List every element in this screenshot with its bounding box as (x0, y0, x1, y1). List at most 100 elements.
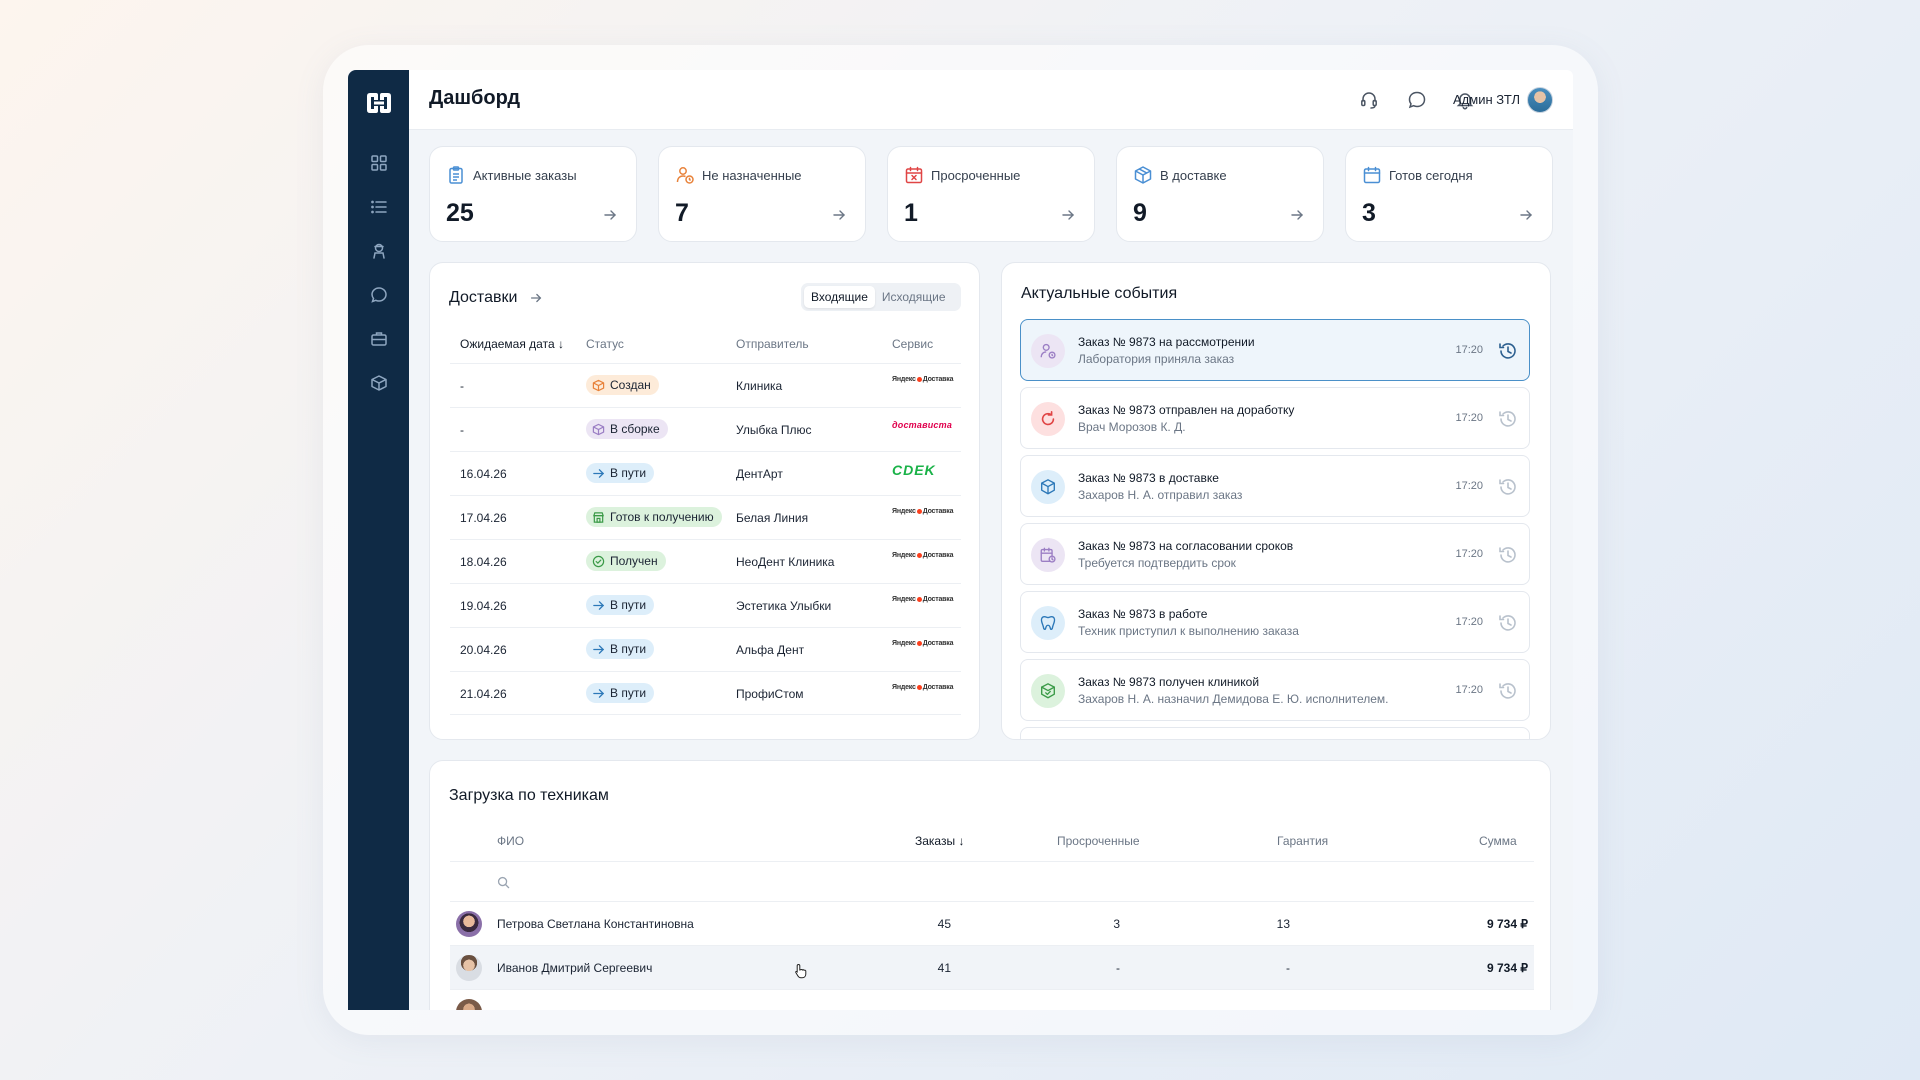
sidebar-item-deliveries[interactable] (368, 372, 390, 394)
table-row[interactable]: 18.04.26 Получен НеоДент Клиника Яндекс Д… (450, 539, 961, 583)
status-badge: В пути (586, 463, 655, 483)
status-badge: Создан (586, 375, 659, 395)
table-row[interactable]: 17.04.26 Готов к получению Белая Линия Я… (450, 495, 961, 539)
event-item[interactable]: Заказ № 9873 на рассмотрении Лаборатория… (1020, 319, 1530, 381)
cell-sender: Улыбка Плюс (736, 423, 812, 437)
stat-value: 7 (675, 199, 689, 227)
event-item[interactable]: Заказ № 9873 в работе Техник приступил к… (1020, 591, 1530, 653)
event-title: Заказ № 9873 получен клиникой (1078, 675, 1260, 689)
table-row[interactable]: Петрова Светлана Константиновна 45 3 13 … (450, 901, 1534, 945)
status-badge: Получен (586, 551, 666, 571)
col-orders[interactable]: Заказы ↓ (915, 834, 964, 848)
col-fio[interactable]: ФИО (497, 834, 525, 848)
arrow-right-icon (593, 644, 605, 654)
table-row[interactable] (450, 989, 1534, 1010)
hand-cursor-icon (795, 963, 807, 979)
table-row[interactable]: 21.04.26 В пути ПрофиСтом Яндекс Доставка (450, 671, 961, 715)
cell-date: 19.04.26 (460, 599, 507, 613)
table-row[interactable]: Иванов Дмитрий Сергеевич 41 - - 9 734 ₽ (450, 945, 1534, 989)
col-overdue[interactable]: Просроченные (1057, 834, 1140, 848)
event-item[interactable] (1020, 727, 1530, 739)
table-row[interactable]: - Создан Клиника Яндекс Доставка (450, 363, 961, 407)
box-icon (371, 375, 387, 391)
logo-icon (367, 93, 391, 113)
sidebar-item-chat[interactable] (368, 284, 390, 306)
col-sender[interactable]: Отправитель (736, 337, 809, 351)
col-sum[interactable]: Сумма (1479, 834, 1517, 848)
calendar-icon (1363, 166, 1381, 184)
cell-date: 17.04.26 (460, 511, 507, 525)
event-item[interactable]: Заказ № 9873 отправлен на доработку Врач… (1020, 387, 1530, 449)
stat-card-ready-today[interactable]: Готов сегодня 3 (1345, 146, 1553, 242)
status-badge: В пути (586, 639, 655, 659)
stat-value: 25 (446, 199, 474, 227)
user-name[interactable]: Админ ЗТЛ (1453, 92, 1520, 107)
tab-incoming[interactable]: Входящие (804, 286, 875, 308)
stat-value: 9 (1133, 199, 1147, 227)
stat-label: Активные заказы (473, 168, 577, 183)
sidebar-item-list[interactable] (368, 196, 390, 218)
support-button[interactable] (1358, 89, 1380, 111)
history-icon[interactable] (1497, 408, 1519, 430)
event-subtitle: Техник приступил к выполнению заказа (1078, 624, 1299, 638)
arrow-right-icon[interactable] (529, 291, 543, 305)
status-text: В пути (610, 466, 647, 480)
stat-card-unassigned[interactable]: Не назначенные 7 (658, 146, 866, 242)
grid-icon (371, 155, 387, 171)
history-icon[interactable] (1497, 476, 1519, 498)
col-warranty[interactable]: Гарантия (1277, 834, 1329, 848)
table-row[interactable]: 20.04.26 В пути Альфа Дент Яндекс Доставк… (450, 627, 961, 671)
stat-card-overdue[interactable]: Просроченные 1 (887, 146, 1095, 242)
status-badge: В сборке (586, 419, 668, 439)
event-title: Заказ № 9873 на согласовании сроков (1078, 539, 1294, 553)
col-expected-date[interactable]: Ожидаемая дата ↓ (460, 337, 564, 351)
user-avatar[interactable] (1527, 87, 1553, 113)
box-check-icon (1031, 674, 1065, 708)
event-item[interactable]: Заказ № 9873 на согласовании сроков Треб… (1020, 523, 1530, 585)
col-service[interactable]: Сервис (892, 337, 934, 351)
event-subtitle: Захаров Н. А. назначил Демидова Е. Ю. ис… (1078, 692, 1389, 706)
stat-label: Не назначенные (702, 168, 802, 183)
box-icon (592, 379, 605, 391)
tab-outgoing[interactable]: Исходящие (881, 290, 946, 304)
history-icon[interactable] (1497, 340, 1519, 362)
tech-overdue: - (1116, 961, 1120, 975)
stat-card-active-orders[interactable]: Активные заказы 25 (429, 146, 637, 242)
col-status[interactable]: Статус (586, 337, 624, 351)
cell-date: 18.04.26 (460, 555, 507, 569)
arrow-right-icon (1520, 210, 1532, 220)
search-icon[interactable] (497, 876, 510, 889)
app-window: Дашборд Админ ЗТЛ (348, 70, 1573, 1010)
deliveries-card: Доставки Входящие Исходящие Ожидаемая да… (429, 262, 980, 740)
stat-card-in-delivery[interactable]: В доставке 9 (1116, 146, 1324, 242)
sort-down-icon: ↓ (557, 337, 564, 351)
status-badge: Готов к получению (586, 507, 722, 527)
notifications-button[interactable] (1454, 89, 1476, 111)
sidebar-item-cases[interactable] (368, 328, 390, 350)
deliveries-title[interactable]: Доставки (449, 289, 518, 306)
sidebar-item-technicians[interactable] (368, 240, 390, 262)
history-icon[interactable] (1497, 612, 1519, 634)
briefcase-icon (371, 332, 387, 346)
service-logo-yandex: Яндекс Доставка (892, 552, 954, 559)
cell-date: - (460, 379, 464, 393)
table-row[interactable]: 19.04.26 В пути Эстетика Улыбки Яндекс До… (450, 583, 961, 627)
cell-sender: ДентАрт (736, 467, 783, 481)
table-row[interactable]: - В сборке Улыбка Плюс достависта (450, 407, 961, 451)
cell-date: - (460, 423, 464, 437)
bell-icon (1456, 93, 1474, 110)
arrow-right-icon (833, 210, 845, 220)
events-title: Актуальные события (1021, 285, 1178, 302)
history-icon[interactable] (1497, 544, 1519, 566)
cell-date: 16.04.26 (460, 467, 507, 481)
messages-button[interactable] (1406, 89, 1428, 111)
user-clock-icon (1031, 334, 1065, 368)
box-icon (1031, 470, 1065, 504)
event-item[interactable]: Заказ № 9873 в доставке Захаров Н. А. от… (1020, 455, 1530, 517)
event-time: 17:20 (1455, 616, 1483, 628)
sidebar-item-dashboard[interactable] (368, 152, 390, 174)
topbar: Дашборд Админ ЗТЛ (409, 70, 1573, 130)
event-item[interactable]: Заказ № 9873 получен клиникой Захаров Н.… (1020, 659, 1530, 721)
history-icon[interactable] (1497, 680, 1519, 702)
table-row[interactable]: 16.04.26 В пути ДентАрт CDEK (450, 451, 961, 495)
